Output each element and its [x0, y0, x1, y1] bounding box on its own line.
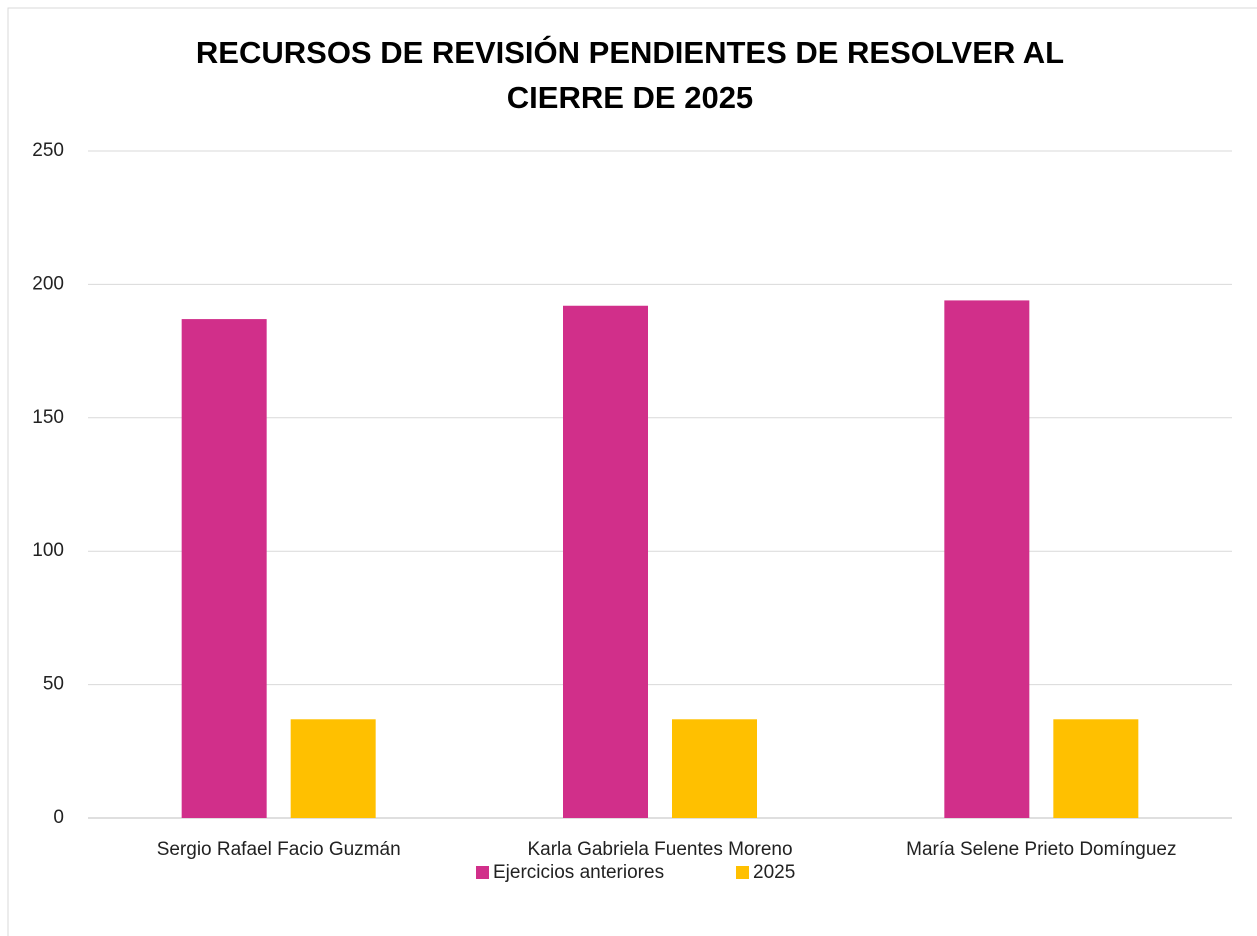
chart-title: RECURSOS DE REVISIÓN PENDIENTES DE RESOL… — [195, 35, 1065, 115]
y-tick-label: 150 — [32, 407, 64, 428]
x-tick-label: María Selene Prieto Domínguez — [906, 839, 1176, 860]
x-tick-label: Sergio Rafael Facio Guzmán — [157, 839, 401, 860]
chart-border — [7, 7, 1257, 936]
bar — [181, 319, 267, 818]
legend-label: Ejercicios anteriores — [493, 862, 664, 883]
bar — [672, 719, 757, 818]
x-tick-label: Karla Gabriela Fuentes Moreno — [527, 839, 792, 860]
bar — [563, 305, 648, 818]
legend-label: 2025 — [753, 862, 795, 883]
bar — [944, 300, 1030, 819]
legend-swatch — [736, 866, 749, 879]
y-tick-label: 100 — [32, 540, 64, 561]
y-tick-label: 250 — [32, 140, 64, 161]
bar — [290, 719, 376, 818]
y-tick-label: 0 — [53, 807, 64, 828]
y-tick-label: 200 — [32, 273, 64, 294]
bar — [1053, 719, 1139, 818]
legend-swatch — [476, 866, 489, 879]
y-tick-label: 50 — [43, 674, 64, 695]
